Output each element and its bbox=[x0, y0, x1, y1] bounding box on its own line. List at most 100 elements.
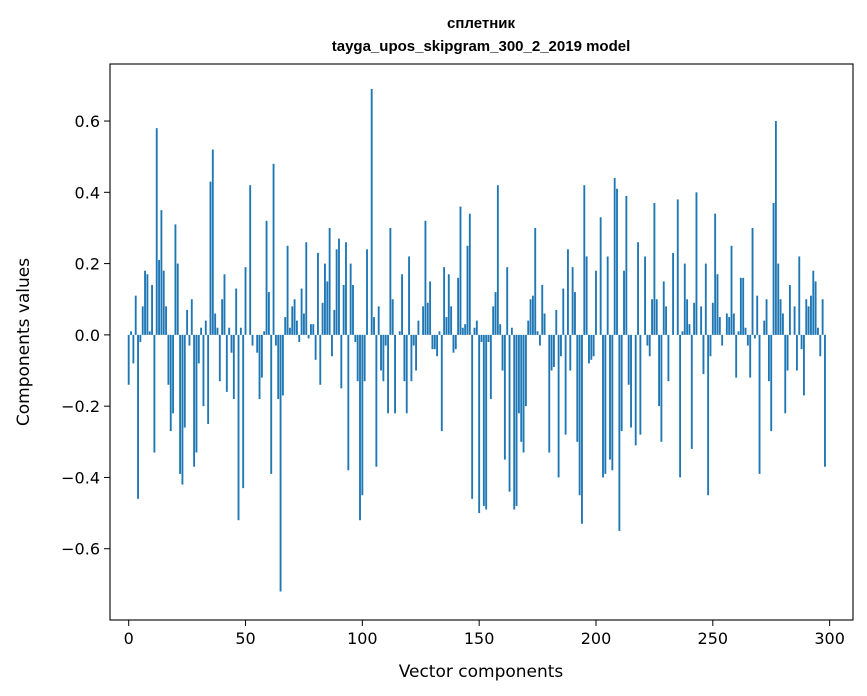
bar bbox=[424, 220, 427, 335]
bar bbox=[398, 331, 401, 335]
bar bbox=[553, 334, 555, 367]
bar bbox=[686, 299, 689, 335]
bar bbox=[807, 306, 810, 335]
bar bbox=[679, 334, 682, 478]
bar bbox=[744, 327, 747, 335]
bar bbox=[478, 334, 481, 514]
bar bbox=[531, 295, 534, 335]
bar bbox=[354, 334, 357, 342]
bar bbox=[394, 334, 396, 414]
bar bbox=[373, 317, 375, 335]
bar bbox=[693, 302, 696, 335]
bar bbox=[480, 334, 483, 342]
bar bbox=[464, 324, 467, 335]
bar bbox=[817, 327, 819, 335]
bar bbox=[492, 306, 495, 335]
bar bbox=[321, 302, 324, 335]
bar bbox=[753, 334, 756, 339]
bar bbox=[270, 334, 273, 474]
bar bbox=[795, 334, 798, 371]
bar bbox=[263, 331, 266, 335]
bar bbox=[209, 181, 212, 335]
bar bbox=[403, 334, 406, 382]
bar bbox=[812, 270, 815, 335]
bar bbox=[571, 267, 574, 335]
bar bbox=[644, 256, 646, 335]
bar bbox=[153, 334, 156, 453]
bar bbox=[242, 334, 245, 489]
bar bbox=[225, 334, 228, 392]
bar bbox=[380, 334, 382, 371]
bar bbox=[221, 299, 224, 335]
bar bbox=[541, 284, 544, 335]
bar bbox=[284, 317, 287, 335]
bar bbox=[774, 121, 777, 335]
bar bbox=[244, 267, 247, 335]
bar bbox=[765, 299, 768, 335]
bar bbox=[447, 274, 450, 335]
bar bbox=[515, 334, 518, 506]
bar bbox=[130, 331, 132, 335]
bar bbox=[616, 188, 618, 335]
bar bbox=[333, 309, 336, 335]
bar bbox=[517, 334, 520, 414]
bar bbox=[179, 334, 182, 474]
bar bbox=[746, 334, 749, 346]
chart-subtitle: tayga_upos_skipgram_300_2_2019 model bbox=[332, 38, 631, 55]
bar bbox=[305, 242, 308, 335]
bar bbox=[176, 263, 179, 335]
y-axis: −0.6 −0.4 −0.2 0.0 0.2 0.4 0.6 bbox=[61, 112, 110, 559]
bar bbox=[494, 292, 497, 335]
bar bbox=[522, 334, 525, 453]
bar bbox=[611, 334, 614, 471]
bar bbox=[716, 274, 719, 335]
bar bbox=[646, 334, 649, 346]
bar bbox=[487, 334, 490, 342]
bar bbox=[534, 227, 537, 335]
bar bbox=[688, 324, 691, 335]
bar bbox=[370, 88, 373, 335]
bar bbox=[148, 331, 151, 335]
bar bbox=[737, 331, 740, 335]
bar bbox=[588, 334, 590, 364]
bar bbox=[665, 306, 668, 335]
bar bbox=[146, 274, 149, 335]
y-tick-label: −0.6 bbox=[61, 540, 100, 559]
bar bbox=[653, 203, 656, 335]
bar bbox=[239, 327, 242, 335]
bar bbox=[721, 334, 724, 346]
bar bbox=[658, 334, 661, 407]
bar bbox=[793, 306, 796, 335]
bar bbox=[742, 277, 745, 335]
bar bbox=[436, 334, 439, 357]
bar bbox=[190, 299, 193, 335]
bar bbox=[562, 288, 565, 335]
bar bbox=[555, 309, 558, 335]
bar bbox=[375, 334, 378, 467]
bar bbox=[443, 267, 446, 335]
bar bbox=[312, 324, 315, 335]
bar bbox=[183, 334, 186, 428]
bar bbox=[485, 334, 488, 510]
bar bbox=[139, 334, 142, 342]
bar bbox=[267, 292, 270, 335]
bar bbox=[335, 249, 338, 335]
bar bbox=[141, 306, 144, 335]
bar bbox=[197, 334, 200, 364]
bar bbox=[824, 334, 826, 467]
bar bbox=[230, 334, 233, 353]
bar bbox=[590, 334, 593, 360]
bar bbox=[151, 284, 153, 335]
bar bbox=[457, 277, 460, 335]
bar bbox=[803, 334, 805, 396]
bar bbox=[655, 299, 658, 335]
bar bbox=[471, 334, 474, 499]
bar bbox=[606, 256, 609, 335]
bar bbox=[144, 270, 146, 335]
x-tick-label: 100 bbox=[347, 629, 378, 648]
bar bbox=[788, 284, 791, 335]
bar bbox=[412, 334, 415, 346]
bar bbox=[475, 320, 478, 335]
bar bbox=[384, 334, 387, 346]
bar bbox=[214, 313, 217, 335]
